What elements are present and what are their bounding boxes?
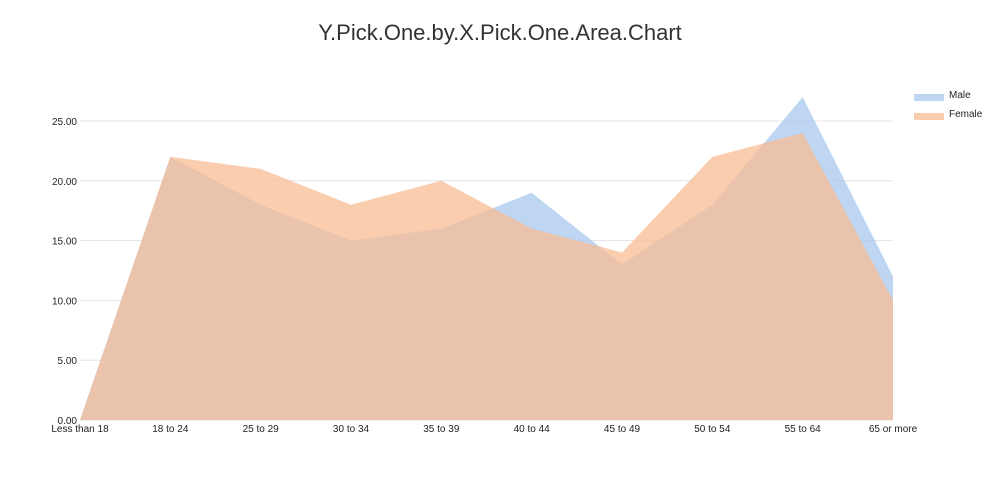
y-tick-label: 20.00	[52, 177, 77, 188]
x-tick-label: 18 to 24	[152, 424, 189, 435]
y-tick-label: 0.00	[58, 416, 78, 427]
x-tick-label: 55 to 64	[785, 424, 822, 435]
x-tick-label: 65 or more	[869, 424, 918, 435]
legend-label-male[interactable]: Male	[949, 90, 971, 101]
y-tick-label: 15.00	[52, 237, 77, 248]
series-areas	[80, 97, 893, 420]
legend[interactable]: Male Female	[914, 90, 983, 120]
x-tick-label: 30 to 34	[333, 424, 370, 435]
x-axis-tick-labels: Less than 18 18 to 24 25 to 29 30 to 34 35 t…	[51, 424, 917, 435]
x-tick-label: 50 to 54	[694, 424, 731, 435]
area-series-female	[80, 132, 893, 420]
x-tick-label: 45 to 49	[604, 424, 641, 435]
y-tick-label: 25.00	[52, 117, 77, 128]
x-tick-label: Less than 18	[51, 424, 109, 435]
legend-swatch-male[interactable]	[914, 94, 944, 101]
legend-swatch-female[interactable]	[914, 113, 944, 120]
x-tick-label: 25 to 29	[243, 424, 280, 435]
x-tick-label: 35 to 39	[423, 424, 460, 435]
y-tick-label: 5.00	[58, 356, 78, 367]
y-tick-label: 10.00	[52, 296, 77, 307]
y-axis-tick-labels: 0.00 5.00 10.00 15.00 20.00 25.00	[52, 117, 77, 427]
legend-label-female[interactable]: Female	[949, 109, 983, 120]
x-tick-label: 40 to 44	[514, 424, 551, 435]
chart-title: Y.Pick.One.by.X.Pick.One.Area.Chart	[318, 20, 682, 45]
